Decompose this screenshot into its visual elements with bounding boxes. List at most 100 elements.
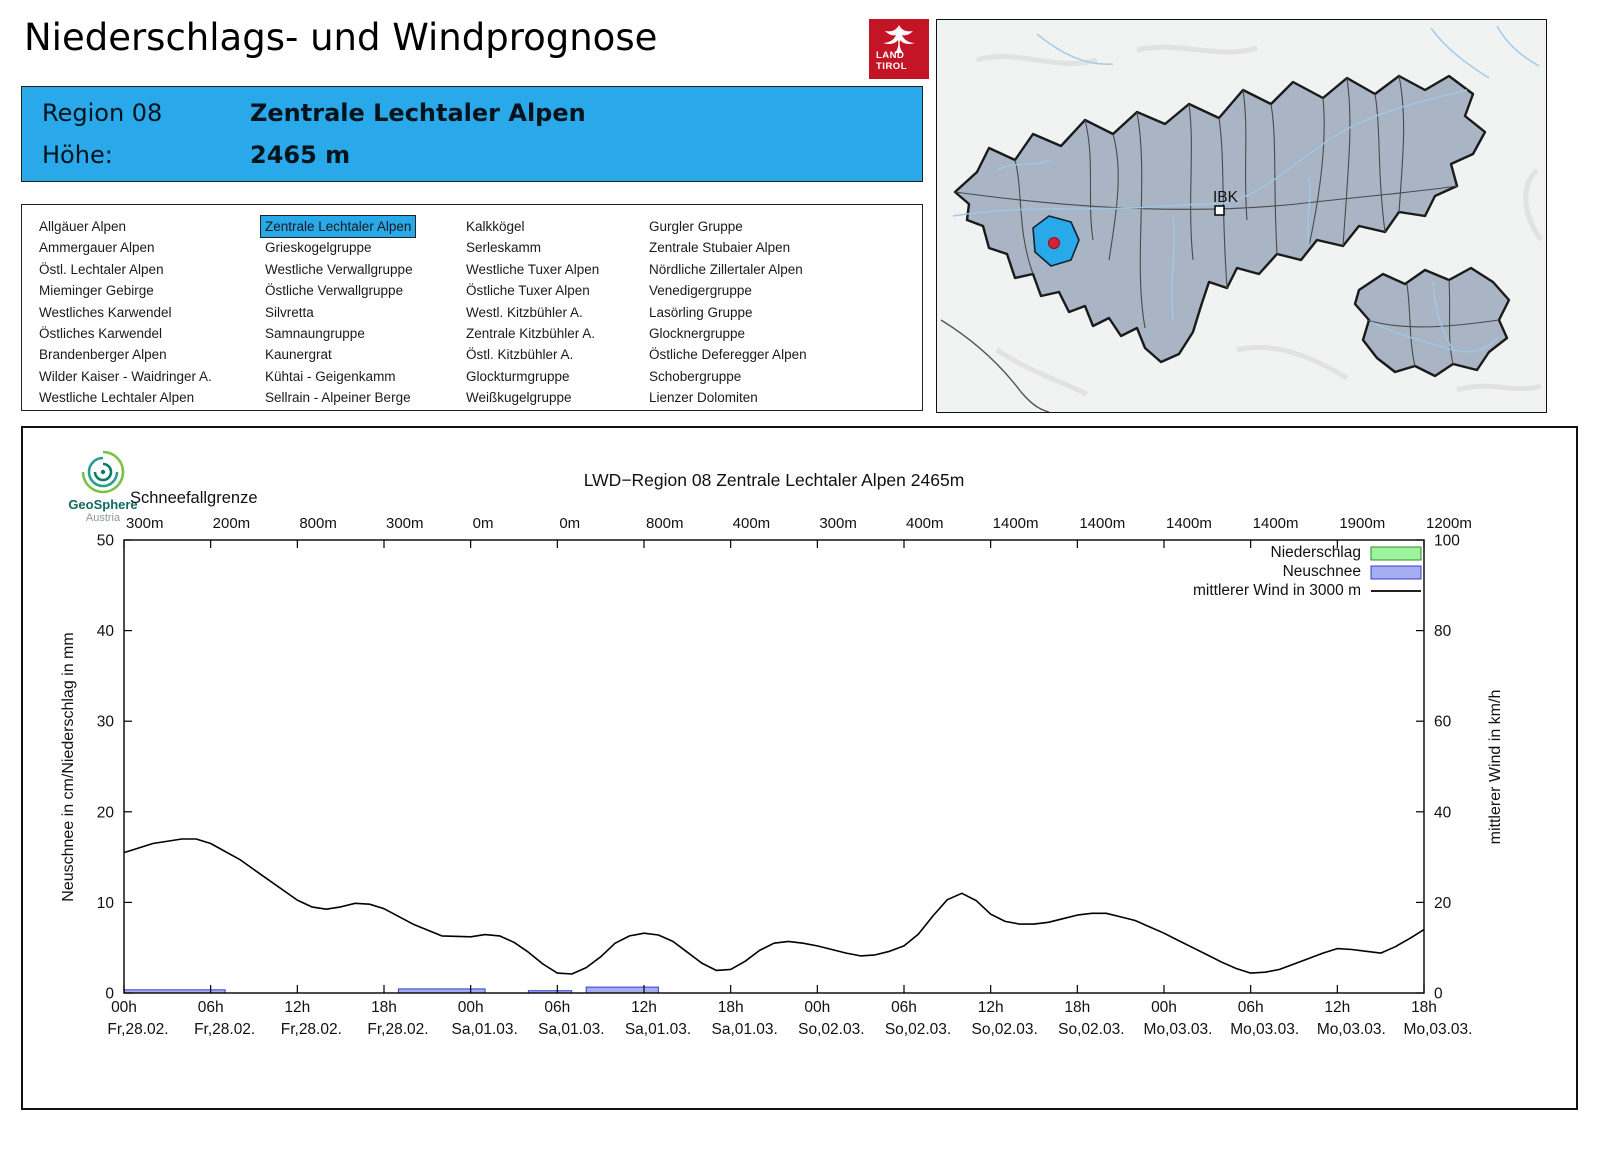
chart-legend: Niederschlag Neuschnee mittlerer Wind in 3…	[1193, 544, 1422, 599]
map-terrain-decor	[976, 44, 1544, 397]
svg-text:Fr,28.02.: Fr,28.02.	[194, 1021, 255, 1038]
svg-text:00h: 00h	[458, 999, 484, 1016]
region-item[interactable]: Glocknergruppe	[649, 326, 746, 342]
region-item[interactable]: Allgäuer Alpen	[39, 219, 127, 234]
chart-title: LWD−Region 08 Zentrale Lechtaler Alpen 2…	[583, 470, 965, 490]
tirol-map[interactable]: IBK	[936, 19, 1547, 413]
svg-text:10: 10	[97, 895, 115, 912]
svg-text:Fr,28.02.: Fr,28.02.	[107, 1021, 168, 1038]
svg-text:40: 40	[97, 623, 115, 640]
region-item[interactable]: Nördliche Zillertaler Alpen	[649, 261, 803, 277]
snowline-label: Schneefallgrenze	[130, 489, 258, 507]
svg-text:400m: 400m	[733, 515, 771, 532]
region-item[interactable]: Östliche Verwallgruppe	[265, 283, 404, 299]
region-item[interactable]: Lasörling Gruppe	[649, 304, 753, 320]
svg-text:30: 30	[97, 714, 115, 731]
region-column: Kalkkögel Serleskamm Westliche Tuxer Alpen…	[462, 216, 645, 410]
region-item[interactable]: Östl. Kitzbühler A.	[466, 347, 574, 363]
svg-text:So,02.03.: So,02.03.	[971, 1021, 1037, 1038]
svg-text:00h: 00h	[804, 999, 830, 1016]
region-item[interactable]: Weißkugelgruppe	[466, 390, 572, 406]
plot-area: 00h Fr,28.02. 300m 06h Fr,28.02. 200m 12h Fr,28…	[97, 515, 1473, 1038]
region-item[interactable]: Zentrale Kitzbühler A.	[466, 326, 596, 342]
svg-text:300m: 300m	[126, 515, 164, 532]
region-item[interactable]: Östliches Karwendel	[39, 326, 163, 342]
region-item[interactable]: Östl. Lechtaler Alpen	[39, 261, 164, 277]
region-item[interactable]: Kalkkögel	[466, 219, 525, 234]
svg-text:60: 60	[1434, 714, 1452, 731]
region-item[interactable]: Westl. Kitzbühler A.	[466, 304, 583, 320]
region-item[interactable]: Brandenberger Alpen	[39, 347, 167, 363]
altitude-label: Höhe:	[42, 141, 113, 169]
region-item[interactable]: Ammergauer Alpen	[39, 240, 155, 256]
region-item[interactable]: Zentrale Stubaier Alpen	[649, 240, 791, 256]
svg-text:06h: 06h	[1238, 999, 1264, 1016]
svg-text:12h: 12h	[631, 999, 657, 1016]
land-tirol-logo: LAND TIROL	[869, 19, 929, 79]
svg-text:20: 20	[97, 804, 115, 821]
region-item[interactable]: Kühtai - Geigenkamm	[265, 368, 396, 384]
east-tirol-region[interactable]	[1353, 266, 1511, 378]
svg-text:So,02.03.: So,02.03.	[885, 1021, 951, 1038]
neuschnee-bars	[123, 986, 659, 994]
svg-text:00h: 00h	[1151, 999, 1177, 1016]
region-item[interactable]: Glockturmgruppe	[466, 368, 570, 384]
svg-text:0: 0	[105, 986, 114, 1003]
region-item[interactable]: Westliche Tuxer Alpen	[466, 261, 600, 277]
svg-text:Mo,03.03.: Mo,03.03.	[1230, 1021, 1299, 1038]
wind-line	[123, 838, 1425, 975]
region-list: Allgäuer Alpen Ammergauer Alpen Östl. Lech…	[21, 204, 923, 411]
region-item[interactable]: Westliches Karwendel	[39, 304, 172, 320]
svg-text:06h: 06h	[891, 999, 917, 1016]
svg-text:Mo,03.03.: Mo,03.03.	[1144, 1021, 1213, 1038]
svg-text:Mo,03.03.: Mo,03.03.	[1404, 1021, 1473, 1038]
svg-text:Fr,28.02.: Fr,28.02.	[367, 1021, 428, 1038]
region-item[interactable]: Venedigergruppe	[649, 283, 752, 299]
region-item[interactable]: Westliche Lechtaler Alpen	[39, 390, 195, 406]
svg-text:18h: 18h	[1064, 999, 1090, 1016]
forecast-chart: GeoSphere Austria LWD−Region 08 Zentrale…	[21, 426, 1578, 1110]
svg-text:20: 20	[1434, 895, 1452, 912]
region-column: Allgäuer Alpen Ammergauer Alpen Östl. Lech…	[35, 216, 261, 410]
svg-text:1900m: 1900m	[1339, 515, 1385, 532]
y-axes: 0 10 20 30 40 50 0 20 40 60 80 100	[97, 533, 1460, 1003]
page-title: Niederschlags- und Windprognose	[24, 16, 658, 59]
region-item[interactable]: Wilder Kaiser - Waidringer A.	[39, 368, 212, 384]
svg-text:Sa,01.03.: Sa,01.03.	[538, 1021, 604, 1038]
outside-rivers	[1036, 25, 1540, 79]
geosphere-sub: Austria	[85, 512, 121, 525]
region-item[interactable]: Mieminger Gebirge	[39, 283, 154, 299]
svg-text:300m: 300m	[819, 515, 857, 532]
region-item[interactable]: Östliche Deferegger Alpen	[649, 347, 807, 363]
svg-text:1400m: 1400m	[1166, 515, 1212, 532]
svg-text:Niederschlag: Niederschlag	[1271, 544, 1361, 561]
region-item[interactable]: Schobergruppe	[649, 368, 742, 384]
svg-text:So,02.03.: So,02.03.	[1058, 1021, 1124, 1038]
region-name: Zentrale Lechtaler Alpen	[250, 99, 586, 127]
region-item[interactable]: Gurgler Gruppe	[649, 219, 743, 234]
ibk-label: IBK	[1213, 189, 1239, 206]
svg-text:12h: 12h	[284, 999, 310, 1016]
region-item[interactable]: Grieskogelgruppe	[265, 240, 372, 256]
region-item[interactable]: Westliche Verwallgruppe	[265, 261, 413, 277]
region-item[interactable]: Östliche Tuxer Alpen	[466, 283, 590, 299]
geosphere-logo: GeoSphere Austria	[51, 446, 155, 525]
region-info-box: Region 08 Zentrale Lechtaler Alpen Höhe:…	[21, 86, 923, 182]
region-item[interactable]: Zentrale Lechtaler Alpen	[259, 214, 417, 239]
region-item[interactable]: Kaunergrat	[265, 347, 332, 363]
svg-text:18h: 18h	[371, 999, 397, 1016]
region-item[interactable]: Serleskamm	[466, 240, 542, 256]
svg-text:Sa,01.03.: Sa,01.03.	[451, 1021, 517, 1038]
geosphere-name: GeoSphere	[68, 497, 138, 512]
region-item[interactable]: Sellrain - Alpeiner Berge	[265, 390, 411, 406]
region-item[interactable]: Samnaungruppe	[265, 326, 365, 342]
svg-text:800m: 800m	[299, 515, 337, 532]
svg-text:200m: 200m	[213, 515, 251, 532]
region-item[interactable]: Silvretta	[265, 304, 314, 320]
national-border-line	[940, 319, 1050, 412]
svg-text:00h: 00h	[111, 999, 137, 1016]
region-item[interactable]: Lienzer Dolomiten	[649, 390, 758, 406]
region-label: Region 08	[42, 99, 163, 127]
selected-region-marker	[1048, 237, 1060, 249]
svg-text:12h: 12h	[1324, 999, 1350, 1016]
